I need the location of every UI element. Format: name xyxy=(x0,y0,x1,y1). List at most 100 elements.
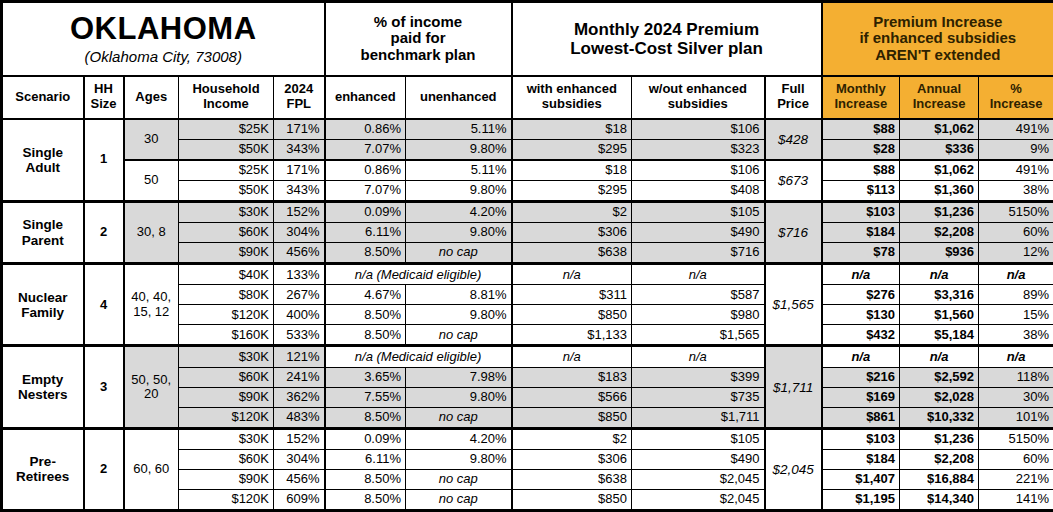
annual-increase-cell: n/a xyxy=(900,264,979,285)
annual-increase-cell: $3,316 xyxy=(900,285,979,305)
income-cell: $120K xyxy=(179,407,274,428)
with-subsidies-cell: n/a xyxy=(512,264,632,285)
hh-size-cell: 3 xyxy=(84,346,124,428)
pct-increase-cell: 60% xyxy=(979,223,1053,243)
annual-increase-cell: $1,560 xyxy=(900,305,979,325)
fpl-cell: 456% xyxy=(274,469,325,489)
scenario-cell: Empty Nesters xyxy=(2,346,84,428)
fpl-cell: 152% xyxy=(274,201,325,222)
pct-increase-cell: 38% xyxy=(979,180,1053,201)
monthly-increase-cell: $276 xyxy=(822,285,900,305)
table-row: Single Parent230, 8$30K152%0.09%4.20%$2$… xyxy=(2,201,1053,222)
wout-subsidies-cell: $980 xyxy=(632,305,765,325)
with-subsidies-cell: $850 xyxy=(512,407,632,428)
table-row: 50$25K171%0.86%5.11%$18$106$673$88$1,062… xyxy=(2,160,1053,181)
monthly-increase-cell: n/a xyxy=(822,346,900,367)
ages-cell: 60, 60 xyxy=(124,428,179,510)
income-cell: $60K xyxy=(179,449,274,469)
unenhanced-pct-cell: no cap xyxy=(406,469,512,489)
pct-increase-cell: 118% xyxy=(979,367,1053,387)
annual-increase-cell: $336 xyxy=(900,139,979,160)
col-header-unenhanced: unenhanced xyxy=(406,76,512,119)
unenhanced-pct-cell: 9.80% xyxy=(406,180,512,201)
wout-subsidies-cell: $490 xyxy=(632,223,765,243)
with-subsidies-cell: $1,133 xyxy=(512,325,632,346)
scenario-cell: Single Parent xyxy=(2,201,84,263)
fpl-cell: 483% xyxy=(274,407,325,428)
scenario-cell: Nuclear Family xyxy=(2,264,84,346)
unenhanced-pct-cell: 9.80% xyxy=(406,305,512,325)
pct-increase-cell: 141% xyxy=(979,489,1053,510)
fpl-cell: 456% xyxy=(274,243,325,264)
col-header-household-income: Household Income xyxy=(179,76,274,119)
monthly-increase-cell: $1,407 xyxy=(822,469,900,489)
col-header-wout-subsidies: w/out enhanced subsidies xyxy=(632,76,765,119)
ages-cell: 50, 50, 20 xyxy=(124,346,179,428)
fpl-cell: 400% xyxy=(274,305,325,325)
premium-header: Monthly 2024 Premium Lowest-Cost Silver … xyxy=(512,2,822,76)
income-cell: $30K xyxy=(179,346,274,367)
ages-cell: 50 xyxy=(124,160,179,202)
unenhanced-pct-cell: 4.20% xyxy=(406,428,512,449)
col-header-enhanced: enhanced xyxy=(325,76,406,119)
income-cell: $60K xyxy=(179,367,274,387)
income-cell: $80K xyxy=(179,285,274,305)
monthly-increase-cell: $432 xyxy=(822,325,900,346)
with-subsidies-cell: $638 xyxy=(512,243,632,264)
enhanced-pct-cell: 7.07% xyxy=(325,139,406,160)
hh-size-cell: 4 xyxy=(84,264,124,346)
income-cell: $50K xyxy=(179,180,274,201)
pct-increase-cell: 5150% xyxy=(979,201,1053,222)
with-subsidies-cell: $566 xyxy=(512,387,632,407)
col-header-full-price: Full Price xyxy=(765,76,822,119)
fpl-cell: 304% xyxy=(274,223,325,243)
annual-increase-cell: n/a xyxy=(900,346,979,367)
pct-increase-cell: 30% xyxy=(979,387,1053,407)
unenhanced-pct-cell: 8.81% xyxy=(406,285,512,305)
col-header-hh-size: HH Size xyxy=(84,76,124,119)
scenario-cell: Single Adult xyxy=(2,119,84,202)
annual-increase-cell: $1,360 xyxy=(900,180,979,201)
annual-increase-cell: $2,028 xyxy=(900,387,979,407)
enhanced-pct-cell: 4.67% xyxy=(325,285,406,305)
hh-size-cell: 1 xyxy=(84,119,124,202)
with-subsidies-cell: $295 xyxy=(512,139,632,160)
income-pct-header: % of income paid for benchmark plan xyxy=(325,2,512,76)
with-subsidies-cell: $638 xyxy=(512,469,632,489)
annual-increase-cell: $5,184 xyxy=(900,325,979,346)
enhanced-pct-cell: 8.50% xyxy=(325,325,406,346)
income-cell: $90K xyxy=(179,387,274,407)
fpl-cell: 533% xyxy=(274,325,325,346)
enhanced-pct-cell: 8.50% xyxy=(325,407,406,428)
fpl-cell: 362% xyxy=(274,387,325,407)
income-cell: $160K xyxy=(179,325,274,346)
table-row: Pre- Retirees260, 60$30K152%0.09%4.20%$2… xyxy=(2,428,1053,449)
fpl-cell: 241% xyxy=(274,367,325,387)
monthly-increase-cell: $103 xyxy=(822,201,900,222)
unenhanced-pct-cell: 5.11% xyxy=(406,119,512,140)
with-subsidies-cell: $850 xyxy=(512,305,632,325)
annual-increase-cell: $1,062 xyxy=(900,119,979,140)
annual-increase-cell: $14,340 xyxy=(900,489,979,510)
col-header-pct-increase: % Increase xyxy=(979,76,1053,119)
enhanced-pct-cell: 3.65% xyxy=(325,367,406,387)
monthly-increase-cell: $88 xyxy=(822,160,900,181)
wout-subsidies-cell: $106 xyxy=(632,119,765,140)
premium-table-page: OKLAHOMA (Oklahoma City, 73008) % of inc… xyxy=(0,0,1053,512)
wout-subsidies-cell: $408 xyxy=(632,180,765,201)
enhanced-pct-cell: 6.11% xyxy=(325,223,406,243)
income-cell: $60K xyxy=(179,223,274,243)
hh-size-cell: 2 xyxy=(84,201,124,263)
income-cell: $30K xyxy=(179,428,274,449)
pct-increase-cell: n/a xyxy=(979,346,1053,367)
unenhanced-pct-cell: 4.20% xyxy=(406,201,512,222)
full-price-cell: $673 xyxy=(765,160,822,202)
annual-increase-cell: $2,208 xyxy=(900,449,979,469)
wout-subsidies-cell: $105 xyxy=(632,428,765,449)
wout-subsidies-cell: $490 xyxy=(632,449,765,469)
income-cell: $40K xyxy=(179,264,274,285)
annual-increase-cell: $1,236 xyxy=(900,428,979,449)
fpl-cell: 121% xyxy=(274,346,325,367)
pct-increase-cell: 38% xyxy=(979,325,1053,346)
pct-increase-cell: 221% xyxy=(979,469,1053,489)
